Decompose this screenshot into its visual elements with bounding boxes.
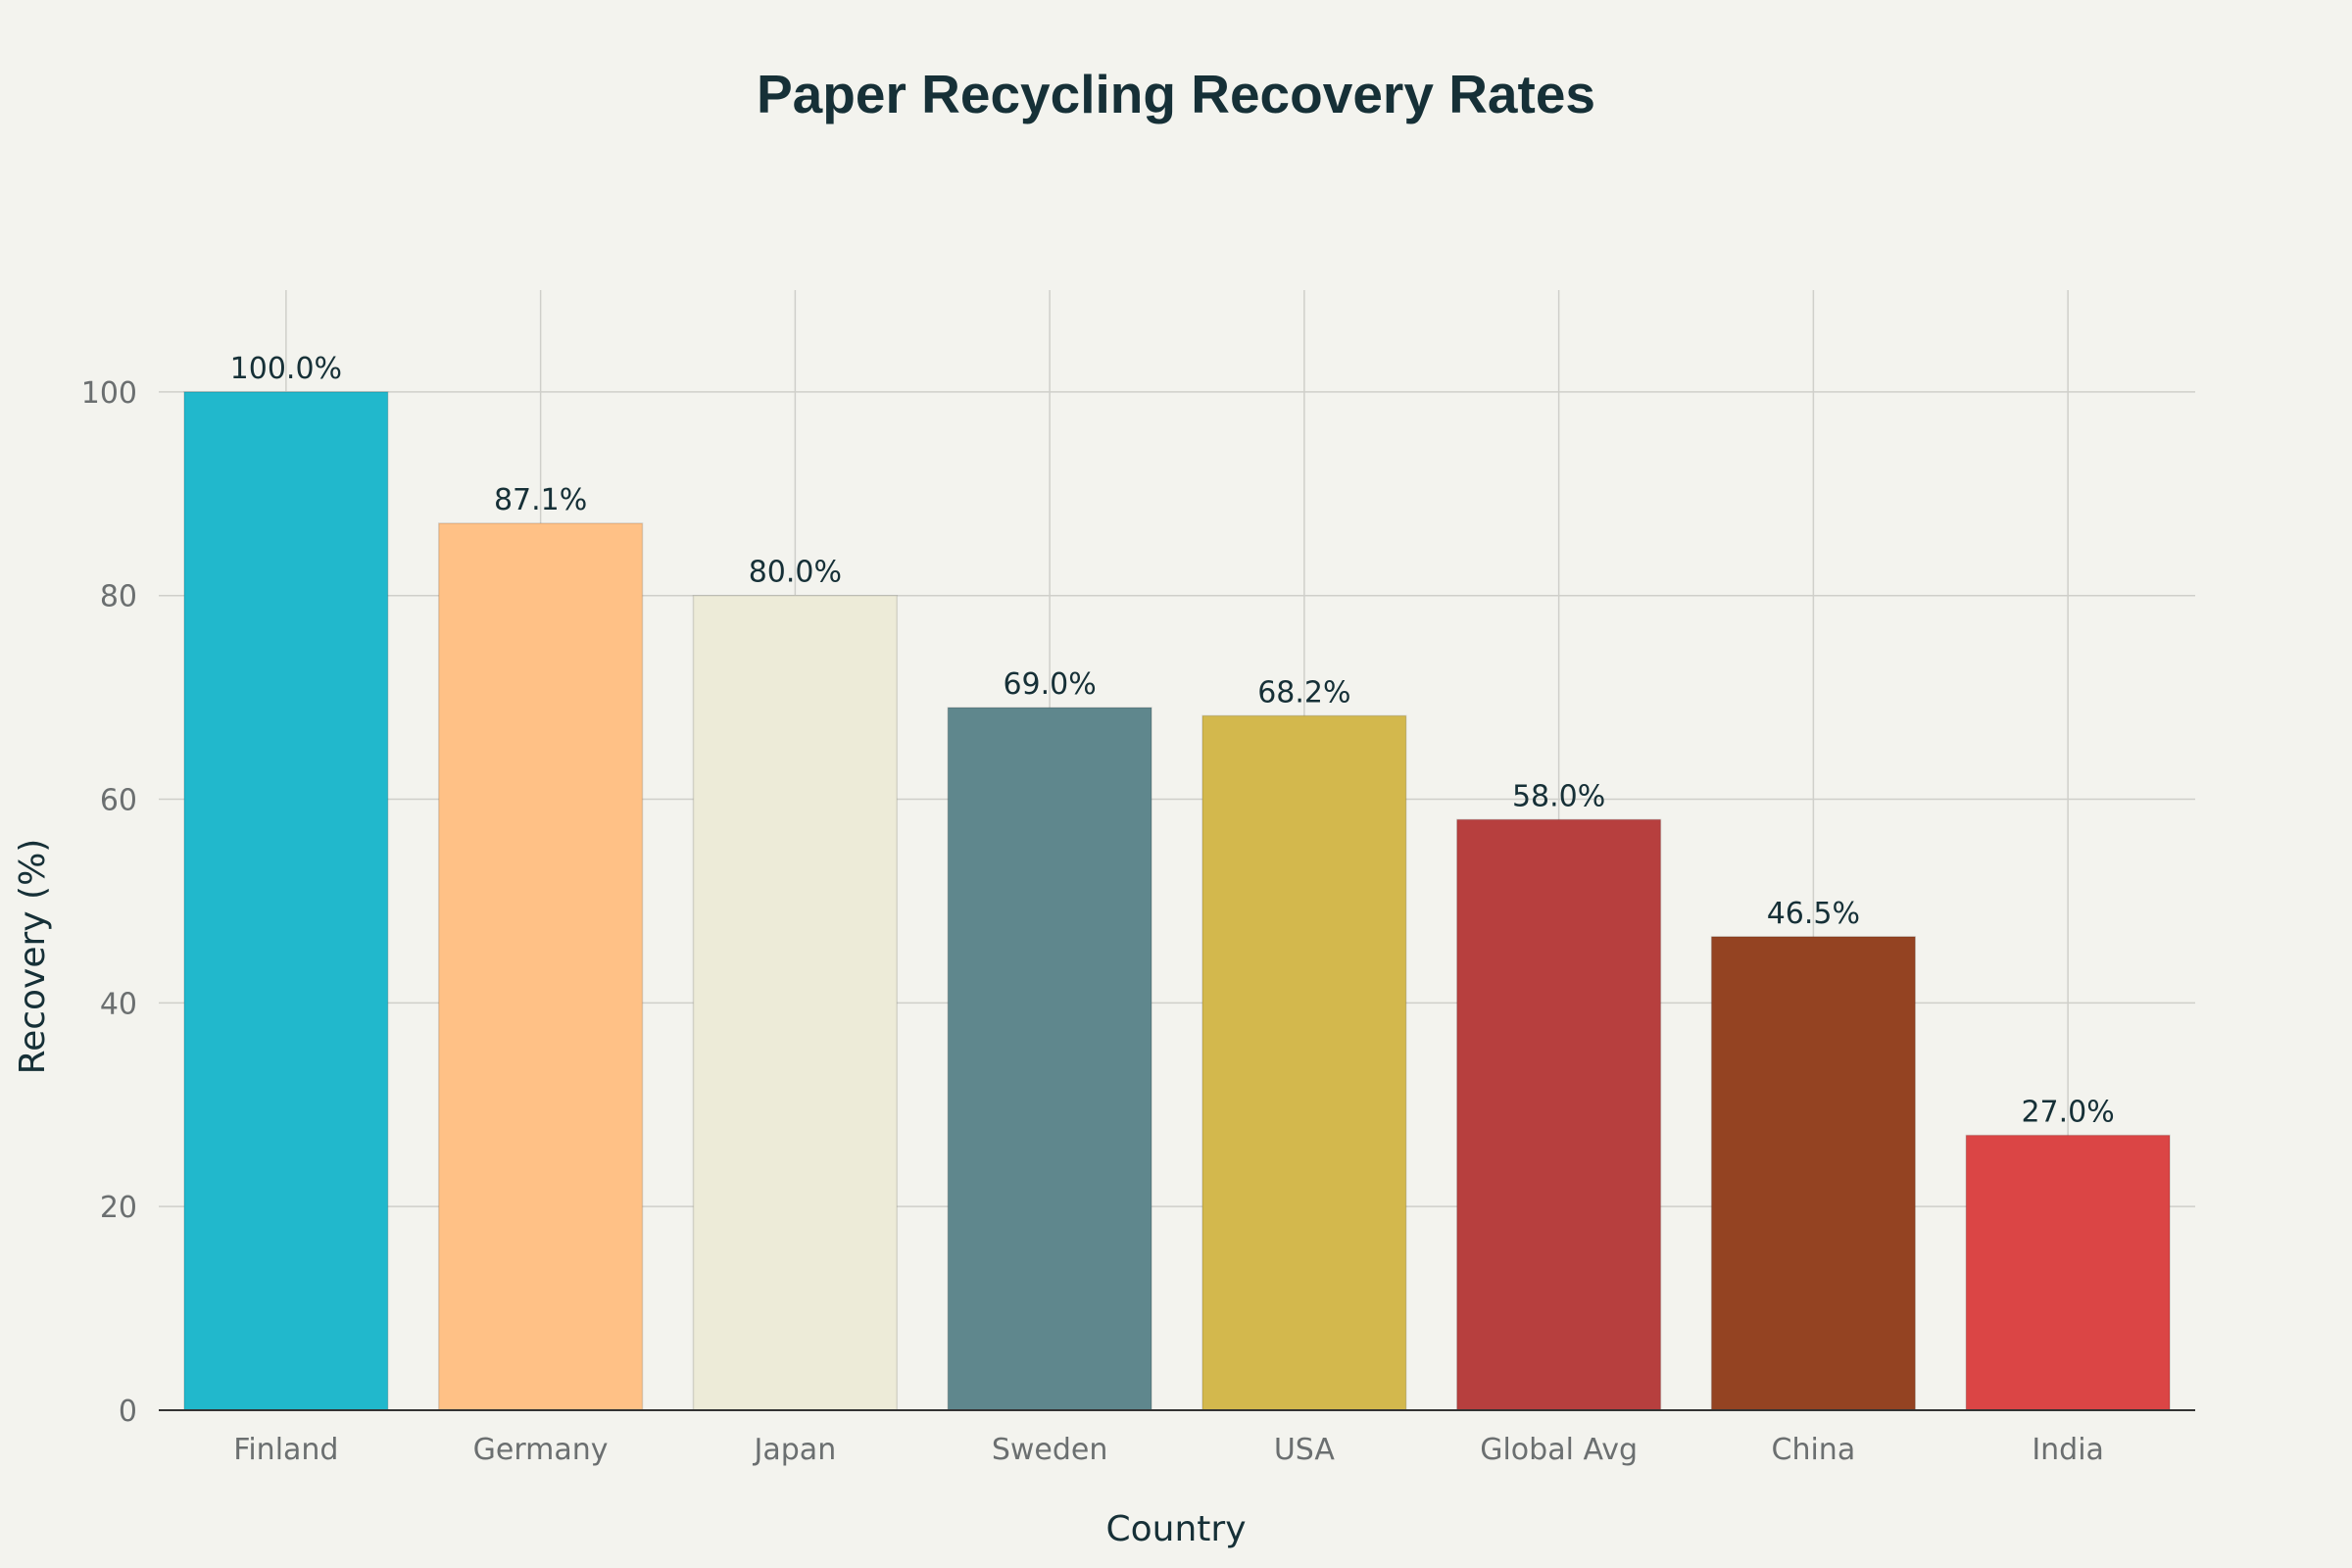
bar-japan[interactable] (692, 594, 899, 1411)
bars-layer (183, 391, 2171, 1411)
bar-finland[interactable] (183, 391, 389, 1411)
data-label: 27.0% (2021, 1095, 2114, 1129)
data-label: 46.5% (1767, 897, 1860, 931)
bar-germany[interactable] (437, 522, 644, 1411)
data-label: 58.0% (1512, 779, 1605, 813)
y-tick-label: 60 (100, 784, 137, 818)
bar-india[interactable] (1965, 1134, 2171, 1411)
x-tick-label: Global Avg (1480, 1433, 1638, 1467)
x-tick-label: Sweden (992, 1433, 1108, 1467)
x-tick-label: Japan (753, 1433, 837, 1467)
y-tick-label: 80 (100, 580, 137, 614)
y-tick-labels: 0 20 40 60 80 100 (81, 376, 137, 1429)
y-tick-label: 0 (119, 1395, 137, 1429)
x-tick-label: India (2032, 1433, 2104, 1467)
y-axis-title: Recovery (%) (13, 839, 53, 1075)
y-tick-label: 100 (81, 376, 137, 411)
x-tick-label: Germany (473, 1433, 609, 1467)
data-label: 87.1% (494, 483, 587, 517)
x-tick-label: China (1772, 1433, 1856, 1467)
data-labels: 100.0% 87.1% 80.0% 69.0% 68.2% 58.0% 46.5% 27.0… (230, 352, 2115, 1130)
x-tick-label: USA (1274, 1433, 1336, 1467)
chart-title: Paper Recycling Recovery Rates (757, 64, 1595, 124)
bar-sweden[interactable] (947, 707, 1152, 1411)
bar-usa[interactable] (1201, 714, 1407, 1411)
x-tick-labels: Finland Germany Japan Sweden USA Global Avg Ch… (233, 1433, 2104, 1467)
y-tick-label: 40 (100, 987, 137, 1021)
bar-global-avg[interactable] (1455, 818, 1662, 1411)
data-label: 80.0% (749, 556, 842, 590)
x-tick-label: Finland (233, 1433, 338, 1467)
x-axis-title: Country (1105, 1509, 1246, 1549)
data-label: 100.0% (230, 352, 342, 386)
data-label: 68.2% (1257, 675, 1350, 710)
bar-china[interactable] (1710, 936, 1917, 1411)
data-label: 69.0% (1003, 667, 1096, 702)
y-tick-label: 20 (100, 1191, 137, 1225)
